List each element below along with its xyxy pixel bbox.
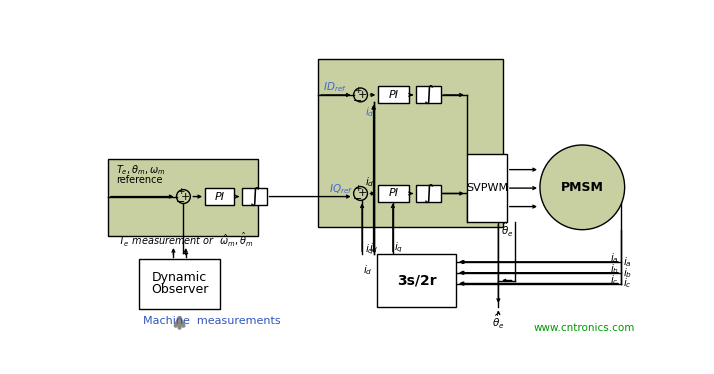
Text: $-$: $-$ [176,196,186,205]
Text: $\hat{\theta}_e$: $\hat{\theta}_e$ [492,313,505,331]
Bar [318,59,503,227]
Bar [467,154,507,222]
Text: $i_b$: $i_b$ [610,262,619,276]
Bar [205,188,234,205]
Text: $-$: $-$ [353,192,363,202]
Text: $i_d$: $i_d$ [363,263,372,277]
Text: SVPWM: SVPWM [466,183,508,193]
Text: Dynamic: Dynamic [152,272,207,285]
Text: $i_c$: $i_c$ [623,277,632,291]
Text: Machine  measurements: Machine measurements [144,316,281,325]
Text: +: + [353,86,361,95]
Bar [139,259,221,309]
Text: $i_a$: $i_a$ [623,255,632,269]
Text: PI: PI [388,90,398,100]
Text: www.cntronics.com: www.cntronics.com [533,323,635,333]
Text: Observer: Observer [151,283,208,297]
Bar [378,86,409,103]
Text: $IQ_{ref}$: $IQ_{ref}$ [329,182,353,196]
Text: $\int$: $\int$ [423,182,434,205]
Text: reference: reference [116,175,162,185]
Text: $i_d$: $i_d$ [365,175,375,189]
Text: $i_d$: $i_d$ [365,105,375,119]
Text: PMSM: PMSM [561,181,604,194]
Text: $i_q$: $i_q$ [365,242,374,257]
Ellipse shape [540,145,625,230]
Text: +: + [358,90,367,100]
Bar [378,254,456,307]
Text: $i_a$: $i_a$ [610,251,619,265]
Text: +: + [181,191,190,202]
Text: $i_q$: $i_q$ [394,241,403,255]
Bar [108,159,258,236]
Text: $\int$: $\int$ [423,84,434,106]
Bar [378,185,409,202]
Text: PI: PI [388,188,398,199]
Text: 3s/2r: 3s/2r [397,273,436,288]
Text: +: + [353,184,361,193]
Text: $i_c$: $i_c$ [610,273,619,286]
Text: +: + [176,187,184,196]
Bar [416,185,441,202]
Bar [416,86,441,103]
Text: $ID_{ref}$: $ID_{ref}$ [323,80,347,94]
Text: $\hat{\theta}_e$: $\hat{\theta}_e$ [501,221,513,239]
Text: $T_e, \theta_m, \omega_m$: $T_e, \theta_m, \omega_m$ [116,163,166,177]
Text: $i_b$: $i_b$ [623,266,632,280]
Text: $T_e$ measurement or  $\hat{\omega}_m, \hat{\theta}_m$: $T_e$ measurement or $\hat{\omega}_m, \h… [118,231,253,249]
Text: +: + [358,188,367,199]
Text: $-$: $-$ [353,94,363,104]
Text: $i_d$: $i_d$ [369,241,378,255]
Text: $\int$: $\int$ [248,186,260,208]
Bar [242,188,266,205]
Text: PI: PI [215,191,225,202]
